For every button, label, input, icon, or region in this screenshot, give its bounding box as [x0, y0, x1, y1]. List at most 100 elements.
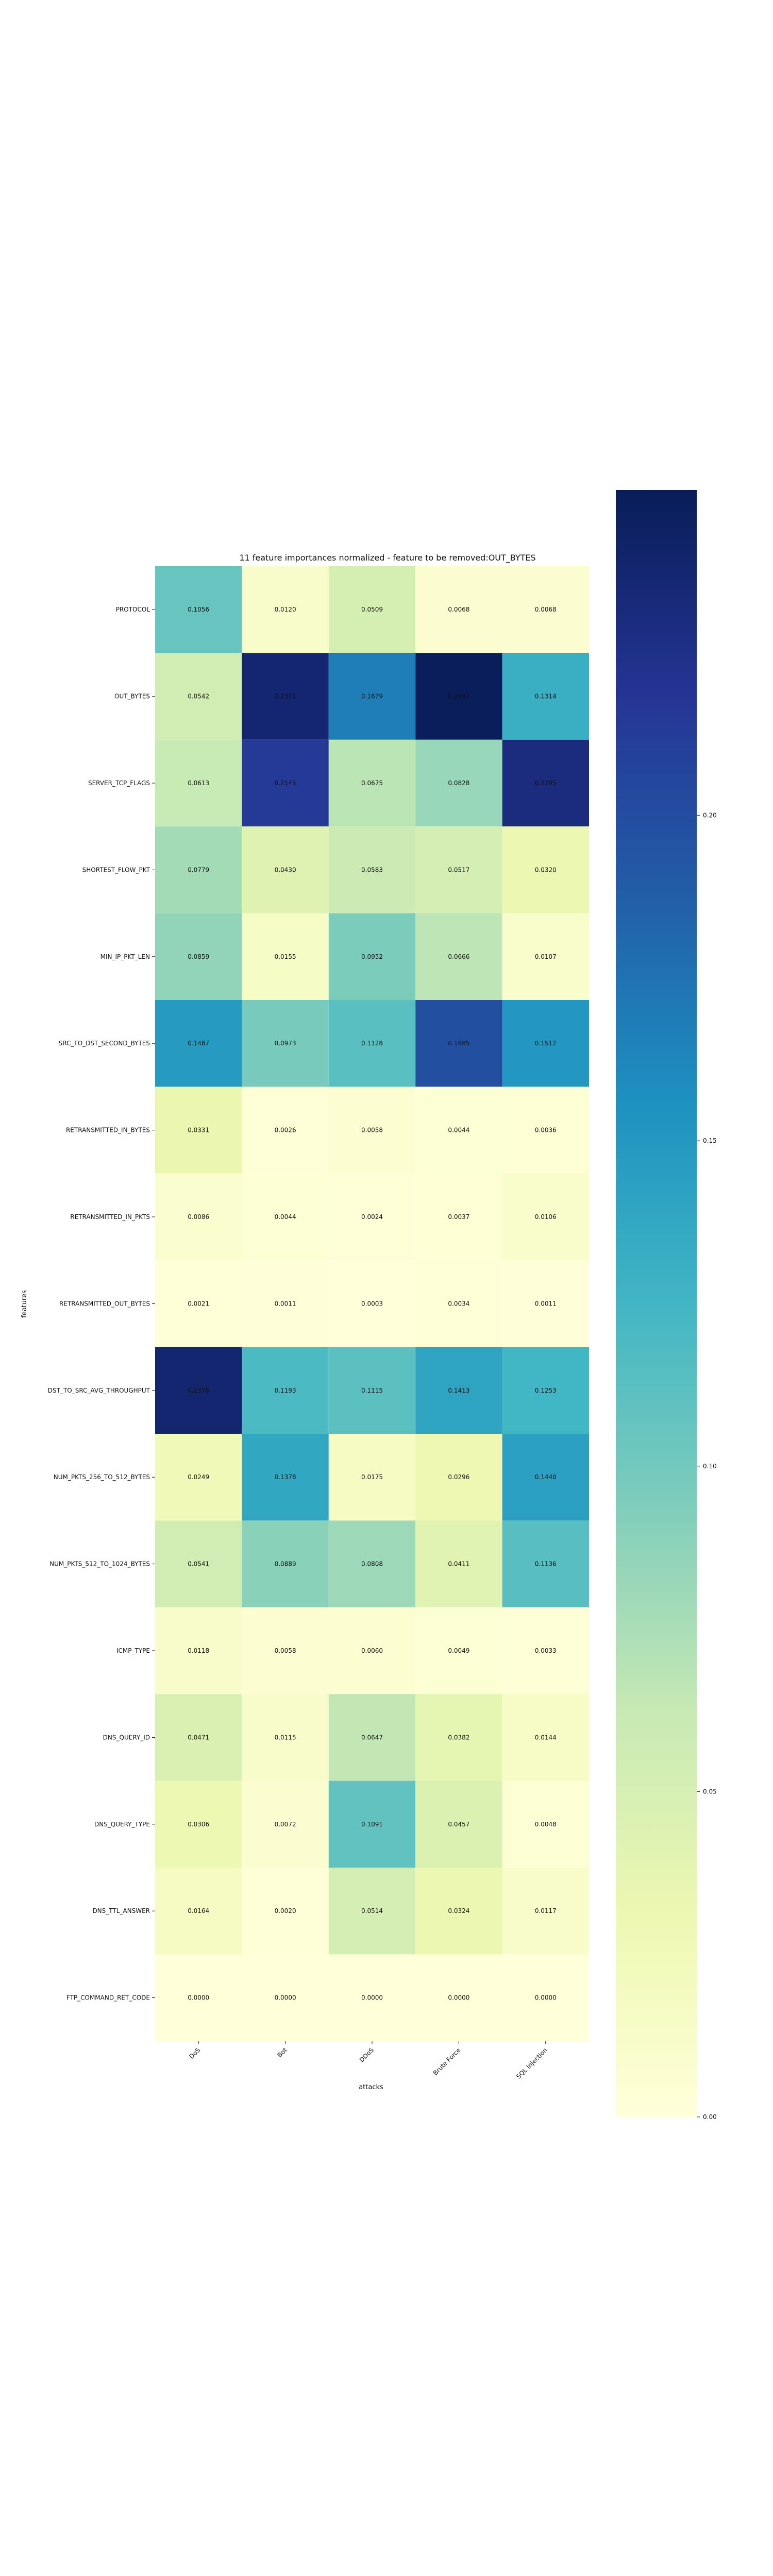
heatmap-cell	[155, 1087, 242, 1174]
heatmap-cell	[242, 1260, 329, 1347]
chart-title: 11 feature importances normalized - feat…	[239, 553, 535, 563]
cell-value-label: 0.0457	[448, 1821, 469, 1828]
heatmap-cell	[328, 1694, 416, 1781]
cell-value-label: 0.1056	[188, 606, 209, 613]
cell-value-label: 0.0675	[361, 779, 383, 787]
cell-value-label: 0.0296	[448, 1473, 469, 1481]
cell-value-label: 0.0060	[361, 1647, 383, 1654]
heatmap-cell	[502, 1434, 589, 1521]
heatmap-cell	[415, 566, 502, 653]
cell-value-label: 0.1136	[535, 1561, 557, 1568]
cell-value-label: 0.2371	[275, 693, 296, 700]
cell-value-label: 0.0973	[275, 1040, 296, 1047]
heatmap-cell	[242, 1087, 329, 1174]
cell-value-label: 0.2145	[275, 779, 296, 787]
cell-value-label: 0.1378	[275, 1473, 296, 1481]
heatmap-cell	[328, 1434, 416, 1521]
row-label: ICMP_TYPE	[116, 1647, 150, 1654]
cell-value-label: 0.0542	[188, 693, 209, 700]
heatmap-cell	[242, 1347, 329, 1434]
cell-value-label: 0.0068	[535, 606, 557, 613]
heatmap-cell	[155, 653, 242, 740]
heatmap-cell	[328, 1000, 416, 1087]
colorbar-tick-label: 0.10	[703, 1463, 717, 1470]
row-label: SRC_TO_DST_SECOND_BYTES	[59, 1040, 150, 1047]
row-labels: PROTOCOL OUT_BYTES SERVER_TCP_FLAGS SHORTES…	[48, 606, 155, 2002]
cell-value-label: 0.1440	[535, 1473, 557, 1481]
cell-value-label: 0.0000	[188, 1994, 209, 2002]
heatmap-cell	[415, 913, 502, 1000]
heatmap-cell	[502, 566, 589, 653]
heatmap-cell	[155, 913, 242, 1000]
cell-value-label: 0.2376	[188, 1387, 209, 1394]
heatmap-cell	[155, 1000, 242, 1087]
cell-value-label: 0.0144	[535, 1734, 557, 1741]
heatmap-cell	[155, 826, 242, 913]
row-label: FTP_COMMAND_RET_CODE	[66, 1994, 150, 2002]
heatmap-cell	[155, 1607, 242, 1694]
heatmap-cell	[328, 653, 416, 740]
cell-value-label: 0.1253	[535, 1387, 557, 1394]
heatmap-cell	[242, 1607, 329, 1694]
heatmap-cell	[242, 739, 329, 827]
heatmap-cell	[242, 566, 329, 653]
cell-value-label: 0.0118	[188, 1647, 209, 1654]
cell-value-label: 0.0164	[188, 1907, 209, 1914]
heatmap-cell	[328, 1087, 416, 1174]
cell-value-label: 0.0033	[535, 1647, 557, 1654]
cell-value-label: 0.0034	[448, 1300, 469, 1307]
cell-value-label: 0.0107	[535, 953, 557, 960]
cell-value-label: 0.0666	[448, 953, 469, 960]
column-label: SQL Injection	[515, 2046, 549, 2080]
heatmap-cells: 0.1056 0.0120 0.0509 0.0068 0.0068 0.0542 0.23…	[155, 566, 589, 2041]
row-label: RETRANSMITTED_IN_PKTS	[70, 1213, 150, 1221]
cell-value-label: 0.0115	[275, 1734, 296, 1741]
cell-value-label: 0.0517	[448, 866, 469, 873]
cell-value-label: 0.0120	[275, 606, 296, 613]
colorbar-tick-label: 0.20	[703, 812, 717, 819]
heatmap-cell	[502, 1607, 589, 1694]
heatmap-cell	[155, 1347, 242, 1434]
column-label: Bot	[276, 2046, 288, 2059]
cell-value-label: 0.0000	[275, 1994, 296, 2002]
cell-value-label: 0.0828	[448, 779, 469, 787]
heatmap-cell	[415, 826, 502, 913]
cell-value-label: 0.0020	[275, 1907, 296, 1914]
heatmap-cell	[155, 1954, 242, 2041]
cell-value-label: 0.0037	[448, 1213, 469, 1221]
cell-value-label: 0.0331	[188, 1127, 209, 1134]
heatmap-cell	[242, 1694, 329, 1781]
heatmap-cell	[328, 1520, 416, 1607]
cell-value-label: 0.1413	[448, 1387, 469, 1394]
heatmap-cell	[242, 1000, 329, 1087]
cell-value-label: 0.0058	[275, 1647, 296, 1654]
row-label: SHORTEST_FLOW_PKT	[82, 866, 150, 873]
cell-value-label: 0.0430	[275, 866, 296, 873]
cell-value-label: 0.0000	[361, 1994, 383, 2002]
heatmap-cell	[328, 1260, 416, 1347]
heatmap-cell	[415, 1087, 502, 1174]
cell-value-label: 0.0155	[275, 953, 296, 960]
cell-value-label: 0.0583	[361, 866, 383, 873]
cell-value-label: 0.0509	[361, 606, 383, 613]
heatmap-cell	[328, 739, 416, 827]
cell-value-label: 0.1487	[188, 1040, 209, 1047]
column-label: DDoS	[358, 2046, 376, 2064]
cell-value-label: 0.0086	[188, 1213, 209, 1221]
cell-value-label: 0.2295	[535, 779, 557, 787]
heatmap-cell	[155, 1173, 242, 1261]
cell-value-label: 0.0859	[188, 953, 209, 960]
colorbar-tick-label: 0.15	[703, 1137, 717, 1144]
cell-value-label: 0.0471	[188, 1734, 209, 1741]
cell-value-label: 0.1985	[448, 1040, 469, 1047]
cell-value-label: 0.0044	[275, 1213, 296, 1221]
cell-value-label: 0.0382	[448, 1734, 469, 1741]
row-label: DNS_QUERY_TYPE	[94, 1821, 150, 1828]
cell-value-label: 0.1314	[535, 693, 557, 700]
heatmap-cell	[155, 739, 242, 827]
heatmap-cell	[328, 1173, 416, 1261]
heatmap-cell	[415, 1607, 502, 1694]
heatmap-cell	[415, 1520, 502, 1607]
row-label: PROTOCOL	[116, 606, 150, 613]
x-axis-label: attacks	[359, 2083, 383, 2091]
